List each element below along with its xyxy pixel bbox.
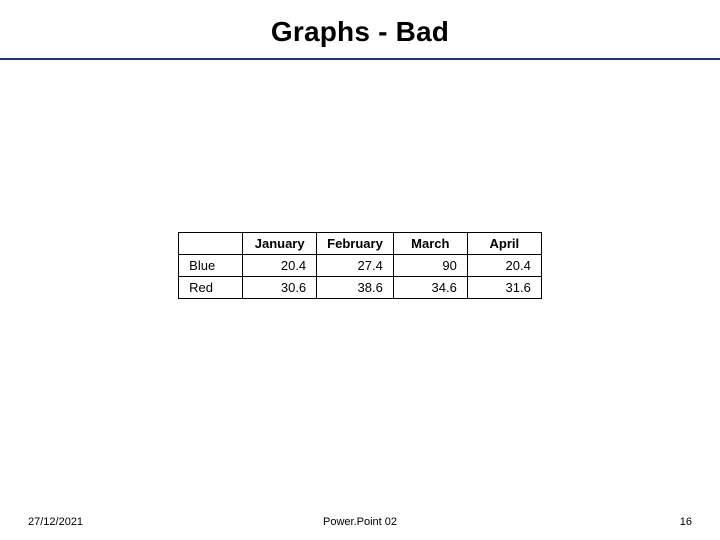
footer: 27/12/2021 Power.Point 02 16 (0, 510, 720, 528)
table-cell: 20.4 (243, 255, 317, 277)
title-wrap: Graphs - Bad (0, 16, 720, 48)
table-header-row: January February March April (179, 233, 542, 255)
table-corner-cell (179, 233, 243, 255)
col-header: April (467, 233, 541, 255)
slide: Graphs - Bad January February March Apri… (0, 0, 720, 540)
table-cell: 27.4 (317, 255, 394, 277)
table-cell: 38.6 (317, 277, 394, 299)
table-cell: 34.6 (393, 277, 467, 299)
title-underline (0, 58, 720, 60)
table-cell: 30.6 (243, 277, 317, 299)
col-header: February (317, 233, 394, 255)
table-row: Red 30.6 38.6 34.6 31.6 (179, 277, 542, 299)
table-cell: 20.4 (467, 255, 541, 277)
table-row: Blue 20.4 27.4 90 20.4 (179, 255, 542, 277)
table-cell: 31.6 (467, 277, 541, 299)
slide-title: Graphs - Bad (0, 16, 720, 48)
table-container: January February March April Blue 20.4 2… (0, 232, 720, 299)
data-table: January February March April Blue 20.4 2… (178, 232, 542, 299)
row-header: Red (179, 277, 243, 299)
col-header: January (243, 233, 317, 255)
footer-center: Power.Point 02 (0, 516, 720, 528)
table-cell: 90 (393, 255, 467, 277)
row-header: Blue (179, 255, 243, 277)
footer-page-number: 16 (680, 516, 692, 528)
col-header: March (393, 233, 467, 255)
